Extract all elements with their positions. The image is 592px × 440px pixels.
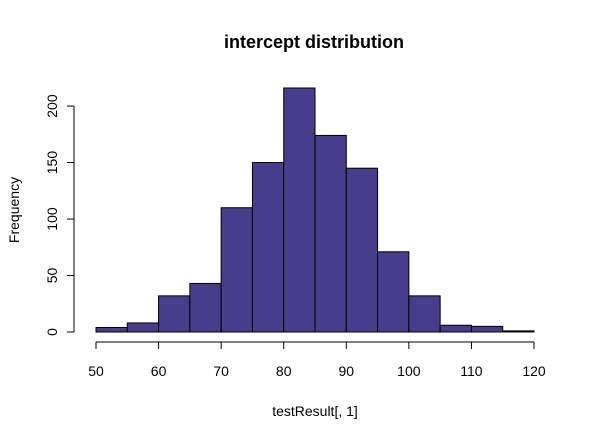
y-tick-label: 50 bbox=[44, 268, 60, 284]
histogram-bar bbox=[158, 295, 191, 333]
x-tick-label: 80 bbox=[276, 363, 292, 379]
x-tick-label: 110 bbox=[460, 363, 483, 379]
y-axis-label: Frequency bbox=[6, 177, 22, 243]
histogram-bar bbox=[439, 324, 472, 333]
histogram-bar bbox=[283, 87, 316, 333]
histogram-bar bbox=[126, 322, 160, 333]
x-tick-label: 50 bbox=[88, 363, 104, 379]
histogram-bar bbox=[408, 295, 441, 333]
x-tick-label: 60 bbox=[151, 363, 167, 379]
y-tick-label: 150 bbox=[44, 151, 60, 175]
chart-title: intercept distribution bbox=[224, 32, 404, 52]
histogram-bar bbox=[377, 251, 410, 333]
x-tick-label: 70 bbox=[213, 363, 229, 379]
histogram-bar bbox=[345, 167, 379, 333]
y-tick-label: 0 bbox=[44, 328, 60, 336]
histogram-bar bbox=[95, 326, 128, 333]
histogram-bar bbox=[314, 134, 347, 333]
histogram-bar bbox=[220, 207, 253, 333]
x-tick-label: 90 bbox=[338, 363, 354, 379]
x-axis-label: testResult[, 1] bbox=[272, 403, 358, 419]
bars-group bbox=[95, 87, 535, 333]
histogram-bar bbox=[189, 282, 222, 333]
x-tick-label: 100 bbox=[397, 363, 421, 379]
histogram-bar bbox=[470, 325, 504, 333]
histogram-bar bbox=[502, 330, 535, 333]
x-tick-label: 120 bbox=[522, 363, 546, 379]
x-axis: 50 60 70 80 90 100 110 120 bbox=[88, 341, 546, 379]
histogram-bar bbox=[251, 162, 285, 333]
y-tick-label: 100 bbox=[44, 207, 60, 231]
y-tick-label: 200 bbox=[44, 94, 60, 118]
y-axis: 0 50 100 150 200 bbox=[44, 94, 75, 336]
